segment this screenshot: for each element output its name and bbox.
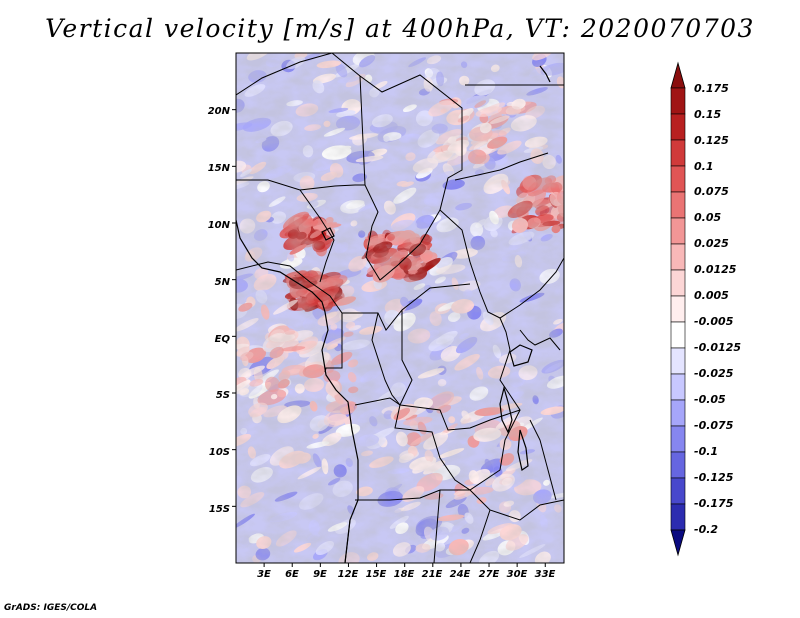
boundary-line (469, 257, 564, 319)
map-frame (235, 52, 565, 564)
colorbar-labels: 0.175 0.15 0.125 0.1 0.075 0.05 0.025 0.… (694, 82, 741, 536)
colorbar-label: -0.1 (694, 445, 718, 458)
coastline-west-africa (236, 219, 359, 563)
lon-label: 15E (366, 569, 387, 580)
lake-malawi (517, 429, 529, 471)
lon-label: 24E (450, 569, 471, 580)
colorbar-box (670, 321, 686, 349)
lat-label: 15S (209, 504, 230, 515)
lake-tanganyika (499, 385, 513, 434)
country-boundaries (236, 53, 564, 563)
colorbar-box (670, 139, 686, 167)
colorbar-bottom-arrow (670, 529, 686, 557)
field-layer (236, 53, 564, 563)
lon-label: 21E (422, 569, 443, 580)
lon-label: 30E (507, 569, 528, 580)
boundary-line (454, 152, 549, 181)
lat-label: 5S (216, 390, 230, 401)
longitude-labels: 3E 6E 9E 12E 15E 18E 21E 24E 27E 30E 33E (257, 569, 555, 580)
colorbar: 0.175 0.15 0.125 0.1 0.075 0.05 0.025 0.… (670, 61, 741, 557)
lat-label: 15N (208, 163, 231, 174)
lake-chad (321, 227, 335, 241)
colorbar-box (670, 217, 686, 245)
boundary-line (236, 179, 365, 191)
colorbar-label: -0.0125 (694, 341, 741, 354)
boundary-line (354, 397, 521, 491)
colorbar-label: 0.075 (694, 185, 729, 198)
lat-label: EQ (215, 334, 231, 345)
axis-ticks (232, 109, 546, 567)
coastlines (236, 65, 551, 563)
boundary-line (299, 189, 335, 283)
colorbar-label: 0.15 (694, 108, 721, 121)
colorbar-top-arrow (670, 61, 686, 89)
lon-label: 33E (535, 569, 556, 580)
colorbar-label: 0.1 (694, 160, 714, 173)
colorbar-label: -0.05 (694, 393, 726, 406)
colorbar-label: -0.125 (694, 471, 734, 484)
colorbar-box (670, 191, 686, 219)
colorbar-box (670, 399, 686, 427)
boundary-line (331, 53, 463, 211)
lat-label: 10N (208, 220, 231, 231)
colorbar-label: -0.175 (694, 497, 734, 510)
lon-label: 12E (338, 569, 359, 580)
lon-label: 6E (285, 569, 299, 580)
lake-victoria (509, 344, 533, 367)
map-title: Vertical velocity [m/s] at 400hPa, VT: 2… (45, 14, 755, 43)
boundary-line (355, 489, 564, 521)
colorbar-box (670, 347, 686, 375)
lat-label: 10S (209, 447, 230, 458)
boundary-line (399, 310, 521, 431)
lon-label: 3E (257, 569, 271, 580)
lat-label: 5N (215, 277, 231, 288)
colorbar-box (670, 425, 686, 453)
colorbar-box (670, 295, 686, 323)
colorbar-label: -0.025 (694, 367, 734, 380)
grads-credit: GrADS: IGES/COLA (4, 603, 98, 613)
colorbar-box (670, 503, 686, 531)
colorbar-box (670, 165, 686, 193)
colorbar-label: -0.005 (694, 315, 734, 328)
colorbar-label: 0.125 (694, 134, 729, 147)
boundary-line (519, 329, 561, 351)
coast-northeast (539, 65, 551, 83)
lon-label: 18E (394, 569, 415, 580)
lon-label: 27E (479, 569, 500, 580)
colorbar-label: 0.175 (694, 82, 729, 95)
colorbar-label: 0.025 (694, 237, 729, 250)
colorbar-box (670, 87, 686, 115)
colorbar-box (670, 451, 686, 479)
lon-label: 9E (313, 569, 327, 580)
lat-label: 20N (208, 106, 231, 117)
boundary-line (359, 75, 471, 281)
colorbar-box (670, 477, 686, 505)
colorbar-box (670, 373, 686, 401)
colorbar-label: 0.0125 (694, 263, 737, 276)
colorbar-label: -0.2 (694, 523, 718, 536)
latitude-labels: 20N 15N 10N 5N EQ 5S 10S 15S (208, 106, 231, 515)
boundary-line (433, 489, 441, 563)
boundary-line (469, 509, 491, 563)
colorbar-box (670, 113, 686, 141)
boundary-line (236, 53, 333, 96)
colorbar-label: 0.05 (694, 211, 721, 224)
boundary-line (371, 312, 401, 406)
colorbar-label: -0.075 (694, 419, 734, 432)
colorbar-box (670, 269, 686, 297)
boundary-line (529, 419, 557, 501)
colorbar-box (670, 243, 686, 271)
colorbar-label: 0.005 (694, 289, 729, 302)
